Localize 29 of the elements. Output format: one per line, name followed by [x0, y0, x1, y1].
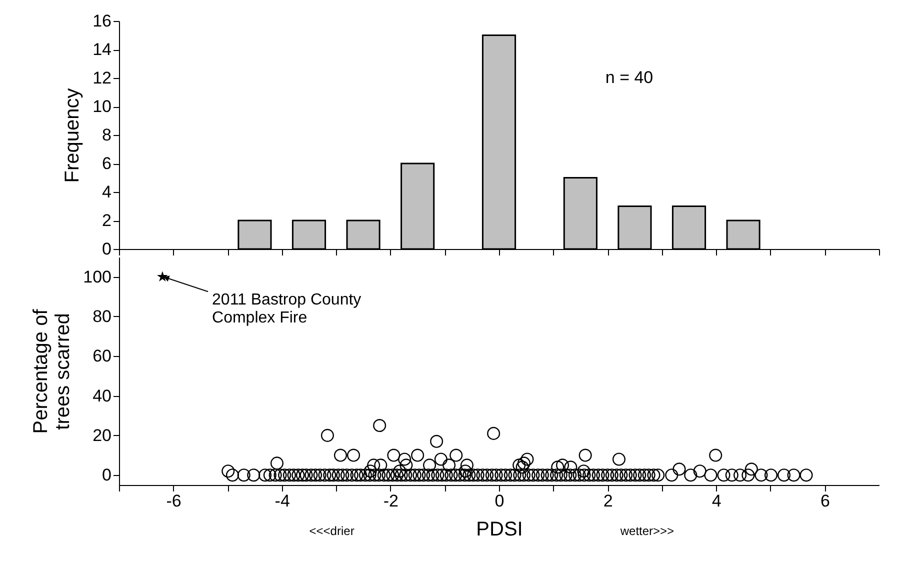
y-axis-title: Percentage of trees scarred: [30, 308, 74, 434]
x-tick-label: -4: [274, 492, 290, 510]
y-tick-label: 40: [92, 386, 112, 406]
y-tick-label: 10: [92, 97, 112, 116]
y-tick-label: 8: [102, 126, 112, 144]
y-axis-title: Frequency: [62, 88, 84, 183]
y-tick-label: 20: [92, 426, 112, 445]
text: wetter>>>: [619, 524, 674, 538]
y-tick-label: 14: [92, 40, 112, 59]
text: <<<drier: [309, 524, 354, 538]
y-tick-label: 60: [92, 346, 112, 366]
x-axis-title: PDSI: [476, 518, 523, 540]
y-tick-label: 100: [83, 267, 112, 286]
x-tick-label: 0: [494, 492, 504, 510]
y-tick-label: 80: [92, 306, 112, 326]
y-tick-label: 2: [102, 211, 112, 230]
annotation: n = 40: [605, 68, 654, 87]
x-tick-label: -6: [166, 492, 182, 510]
y-tick-label: 0: [102, 240, 112, 258]
y-tick-label: 16: [92, 12, 112, 30]
x-tick-label: -2: [383, 492, 398, 510]
y-tick-label: 0: [102, 466, 112, 485]
x-tick-label: 6: [820, 492, 830, 510]
x-tick-label: 2: [603, 492, 613, 510]
annotation: 2011 Bastrop County Complex Fire: [212, 292, 362, 327]
y-tick-label: 12: [92, 68, 112, 88]
y-tick-label: 6: [102, 154, 112, 173]
x-tick-label: 4: [712, 492, 722, 510]
y-tick-label: 4: [102, 182, 112, 202]
